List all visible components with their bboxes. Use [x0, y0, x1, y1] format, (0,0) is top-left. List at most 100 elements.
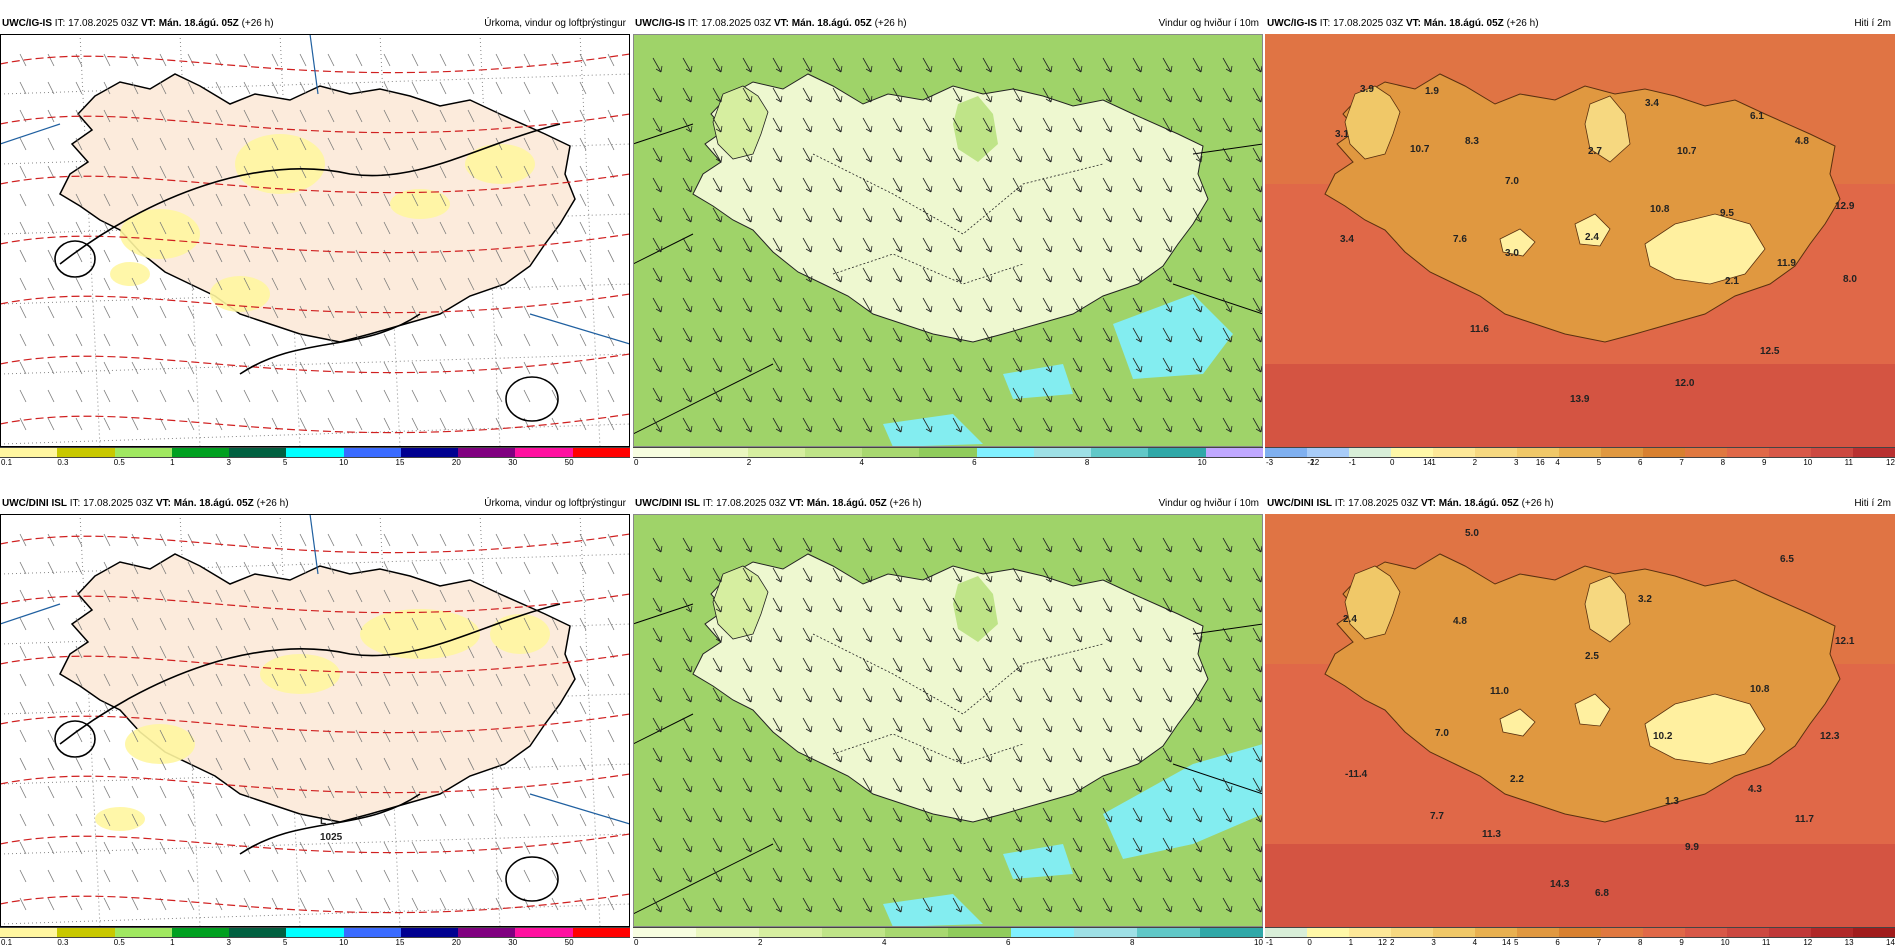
panel-header: UWC/DINI ISL IT: 17.08.2025 03Z VT: Mán.…: [1265, 494, 1895, 514]
wind-barb: [383, 389, 391, 403]
wind-barb: [47, 561, 55, 575]
wind-arrow: [772, 897, 783, 913]
colorbar-tick-label: 0.5: [113, 458, 125, 467]
wind-arrow: [862, 687, 873, 703]
temperature-value-label: 11.3: [1482, 829, 1501, 840]
wind-arrow: [982, 387, 993, 403]
wind-arrow: [712, 717, 723, 733]
wind-arrow: [982, 867, 993, 883]
wind-barb: [495, 333, 503, 347]
wind-barb: [467, 109, 475, 123]
wind-arrow: [682, 837, 693, 853]
weather-map[interactable]: [633, 514, 1263, 927]
wind-arrow: [682, 867, 693, 883]
wind-barb: [131, 841, 139, 855]
weather-map[interactable]: L 1025: [0, 514, 630, 927]
wind-barb: [75, 165, 83, 179]
wind-arrow: [892, 627, 903, 643]
wind-arrow: [1162, 747, 1173, 763]
wind-barb: [103, 561, 111, 575]
wind-arrow: [742, 267, 753, 283]
wind-barb: [467, 729, 475, 743]
strong-wind-area: [883, 894, 983, 927]
wind-barb: [327, 81, 335, 95]
colorbar-swatch: [1811, 448, 1853, 457]
weather-map[interactable]: [0, 34, 630, 447]
wind-barb: [411, 617, 419, 631]
colorbar-swatches: [633, 447, 1263, 458]
wind-barb: [103, 617, 111, 631]
colorbar-tick-label: 15: [395, 938, 405, 947]
wind-barb: [103, 137, 111, 151]
wind-arrow: [1072, 867, 1083, 883]
wind-barb: [467, 137, 475, 151]
highland-area: [1584, 575, 1631, 643]
wind-arrow: [682, 387, 693, 403]
wind-arrow: [772, 237, 783, 253]
wind-arrow: [952, 807, 963, 823]
wind-barb: [159, 277, 167, 291]
wind-barb: [271, 533, 279, 547]
wind-arrow: [772, 597, 783, 613]
wind-barb: [439, 249, 447, 263]
panel-header: UWC/IG-IS IT: 17.08.2025 03Z VT: Mán. 18…: [0, 14, 630, 34]
wind-barb: [411, 277, 419, 291]
wind-barb: [467, 533, 475, 547]
wind-arrow: [1132, 417, 1143, 433]
precip-area: [125, 724, 195, 764]
weather-map[interactable]: [633, 34, 1263, 447]
wind-arrow: [1222, 297, 1233, 313]
wind-barb: [103, 193, 111, 207]
wind-arrow: [1222, 807, 1233, 823]
wind-arrow: [652, 537, 663, 553]
wind-barb: [131, 389, 139, 403]
wind-barb: [355, 673, 363, 687]
wind-arrow: [832, 537, 843, 553]
wind-barb: [75, 869, 83, 883]
weather-map[interactable]: 5.0 6.5 2.4 4.8 3.2 2.5 12.1 11.0 10.8 7.0 10.2 12.…: [1265, 514, 1895, 927]
temperature-value-label: 12.0: [1675, 378, 1695, 389]
wind-barb: [271, 561, 279, 575]
wind-barb: [215, 785, 223, 799]
wind-arrow: [1162, 207, 1173, 223]
colorbar-swatches: [0, 447, 630, 458]
colorbar-ticks: 0 2 4 6 8 10 12 14: [633, 938, 1511, 947]
temperature-value-label: 9.9: [1685, 842, 1699, 853]
wind-barb: [383, 897, 391, 911]
isobar: [505, 376, 559, 422]
isobar: [239, 313, 421, 375]
wind-barb: [271, 333, 279, 347]
wind-barb: [19, 53, 27, 67]
colorbar-tick-label: 9: [1679, 938, 1684, 947]
colorbar-tick-label: 1: [170, 458, 175, 467]
wind-barb: [579, 417, 587, 431]
wind-barb: [495, 841, 503, 855]
weather-map[interactable]: 3.9 1.9 3.1 10.7 8.3 3.4 6.1 4.8 2.7 10.7 7.0 10.8 9…: [1265, 34, 1895, 447]
wind-barb: [159, 841, 167, 855]
wind-barb: [607, 277, 615, 291]
wind-arrow: [922, 777, 933, 793]
panel-header-left: UWC/DINI ISL IT: 17.08.2025 03Z VT: Mán.…: [635, 494, 922, 514]
wind-arrow: [682, 207, 693, 223]
colorbar-swatch: [1517, 928, 1559, 937]
wind-arrow: [1072, 747, 1083, 763]
wind-barb: [271, 869, 279, 883]
wind-barb: [607, 673, 615, 687]
wind-barb: [579, 841, 587, 855]
wind-arrow: [922, 327, 933, 343]
wind-arrow: [832, 267, 843, 283]
wind-arrow: [862, 597, 873, 613]
wind-arrow: [1102, 777, 1113, 793]
wind-arrow: [1192, 147, 1203, 163]
wind-arrow: [862, 717, 873, 733]
wind-barb: [187, 417, 195, 431]
wind-barb: [607, 785, 615, 799]
colorbar-swatch: [1517, 448, 1559, 457]
temperature-value-label: 4.8: [1453, 616, 1467, 627]
wind-arrow: [1252, 147, 1263, 163]
wind-barb: [299, 561, 307, 575]
graticule-line: [79, 34, 101, 447]
colorbar-swatch: [1265, 928, 1307, 937]
wind-barb: [495, 109, 503, 123]
wind-arrow: [832, 567, 843, 583]
